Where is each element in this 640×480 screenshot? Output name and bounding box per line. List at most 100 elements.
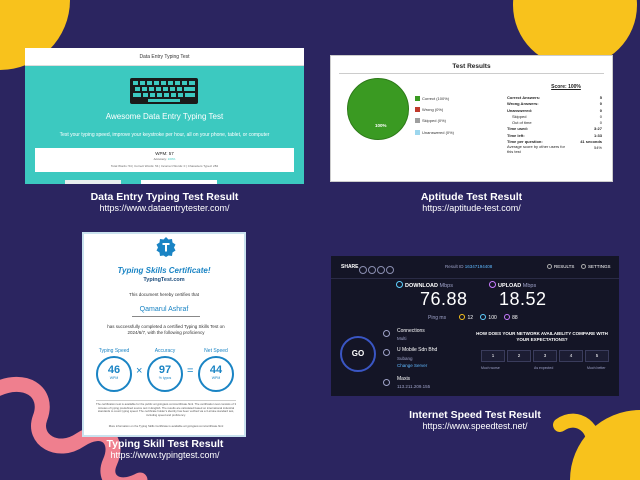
wpm-value: WPM: 57	[155, 151, 174, 156]
server-location: Subang	[397, 356, 413, 361]
host-ip: 113.211.209.155	[397, 384, 431, 389]
go-button[interactable]: GO	[340, 336, 376, 372]
speedtest-topbar: SHARE Result ID 16347194408 RESULTS SETT…	[331, 256, 619, 279]
metric-unit: WPM	[211, 376, 221, 380]
row-label: Time left:	[507, 132, 525, 138]
divider	[96, 400, 236, 401]
caption-url[interactable]: https://aptitude-test.com/	[422, 203, 521, 213]
change-server-link[interactable]: Change Server	[397, 363, 428, 368]
rating-1[interactable]: 1	[481, 350, 505, 362]
holder-name: Qamarul Ashraf	[139, 306, 189, 313]
gear-icon	[581, 264, 586, 269]
check-icon	[547, 264, 552, 269]
metric-label-net: Net Speed	[204, 348, 228, 354]
fine-print-more-info: More information on the Typing Skills Ce…	[108, 424, 224, 428]
rating-2[interactable]: 2	[507, 350, 531, 362]
settings-button[interactable]: SETTINGS	[581, 264, 611, 269]
data-entry-title: Awesome Data Entry Typing Test	[105, 112, 224, 121]
accuracy-badge: 97 % typos	[147, 356, 183, 392]
typing-caption: Typing Skill Test Result https://www.typ…	[70, 438, 260, 461]
row-value: 0	[599, 113, 602, 119]
result-row: Time per question: 41 seconds	[507, 139, 602, 145]
typing-certificate-card: Typing Skills Certificate! TypingTest.co…	[82, 232, 246, 437]
equals-sign: =	[187, 365, 194, 377]
connections-icon	[383, 330, 390, 337]
metric-label-accuracy: Accuracy	[154, 348, 176, 354]
row-value: 3:27	[593, 126, 602, 132]
upload-label: UPLOAD Mbps	[489, 281, 536, 289]
rating-4[interactable]: 4	[559, 350, 583, 362]
download-label: DOWNLOAD Mbps	[396, 281, 453, 289]
metric-value: 46	[107, 364, 121, 376]
upload-value: 18.52	[499, 289, 547, 309]
caption-url[interactable]: https://www.speedtest.net/	[422, 421, 528, 431]
legend-label: Skipped (0%)	[422, 118, 447, 123]
scale-high-label: Much better	[587, 366, 606, 370]
result-id-label: Result ID	[445, 264, 464, 269]
scale-low-label: Much worse	[481, 366, 500, 370]
multiply-sign: ×	[136, 365, 143, 377]
speed-caption: Internet Speed Test Result https://www.s…	[331, 409, 619, 432]
facebook-icon[interactable]	[377, 266, 385, 274]
caption-title: Aptitude Test Result	[420, 191, 523, 203]
completion-text: has successfully completed a certified T…	[107, 324, 225, 335]
fine-print: The certification test is available for …	[96, 402, 237, 417]
accuracy-label: Accuracy:	[153, 157, 167, 161]
result-rows: Correct Answers: 5 Wrong Answers: 0 Unanswer…	[507, 95, 602, 154]
metric-value: 44	[209, 364, 223, 376]
result-row: Time left: 1:33	[507, 133, 602, 139]
more-icon[interactable]	[386, 266, 394, 274]
metric-unit: WPM	[109, 376, 119, 380]
row-value: 54%	[593, 145, 602, 151]
legend-item: Wrong (0%)	[415, 107, 443, 112]
aptitude-header: Test Results	[339, 60, 604, 74]
yellow-corner-shape	[0, 0, 70, 70]
legend-item: Skipped (0%)	[415, 118, 446, 123]
connections-value: Multi	[397, 336, 407, 341]
legend-label: Correct (100%)	[422, 96, 450, 101]
result-id-value[interactable]: 16347194408	[464, 264, 493, 269]
legend-item: Correct (100%)	[415, 96, 449, 101]
result-pie-chart	[347, 78, 409, 140]
row-value: 0	[599, 107, 602, 113]
twitter-icon[interactable]	[368, 266, 376, 274]
row-label: Time used:	[507, 126, 529, 132]
data-entry-result-card: Data Entry Typing Test Awesome Data	[25, 48, 304, 184]
share-icons	[359, 261, 395, 279]
caption-title: Internet Speed Test Result	[409, 409, 541, 421]
row-label: Out of time	[512, 120, 532, 126]
result-row: Unanswered: 0	[507, 108, 602, 114]
results-button[interactable]: RESULTS	[547, 264, 574, 269]
host-icon	[383, 379, 390, 386]
legend-label: Wrong (0%)	[422, 107, 444, 112]
rating-5[interactable]: 5	[585, 350, 609, 362]
result-row: Skipped 0	[507, 114, 602, 120]
aptitude-caption: Aptitude Test Result https://aptitude-te…	[330, 191, 613, 214]
result-row: Wrong Answers: 0	[507, 101, 602, 107]
upload-ping-icon	[504, 314, 511, 320]
legend-swatch	[415, 118, 420, 123]
row-value: 1:33	[593, 132, 602, 138]
legend-swatch	[415, 130, 420, 135]
caption-url[interactable]: https://www.typingtest.com/	[110, 450, 220, 460]
row-label: Time per question:	[507, 139, 543, 145]
keyboard-icon	[130, 78, 198, 104]
result-row: Out of time 0	[507, 120, 602, 126]
row-label: Unanswered:	[507, 107, 533, 113]
row-label: Average score by other users for this te…	[507, 144, 565, 154]
typingtest-logo-icon	[156, 237, 176, 257]
row-label: Skipped	[512, 113, 527, 119]
accuracy-value: 100%	[167, 157, 176, 161]
link-icon[interactable]	[359, 266, 367, 274]
pink-squiggle-shape	[0, 377, 148, 480]
idle-icon	[459, 314, 466, 320]
rating-3[interactable]: 3	[533, 350, 557, 362]
result-id: Result ID 16347194408	[445, 264, 492, 269]
metric-value: 97	[158, 364, 172, 376]
name-underline	[132, 316, 200, 317]
yellow-squiggle-shape	[553, 413, 637, 473]
isp-icon	[383, 349, 390, 356]
caption-url[interactable]: https://www.dataentrytester.com/	[99, 203, 230, 213]
aptitude-result-card: Test Results 100% Correct (100%) Wrong (0…	[330, 55, 613, 182]
